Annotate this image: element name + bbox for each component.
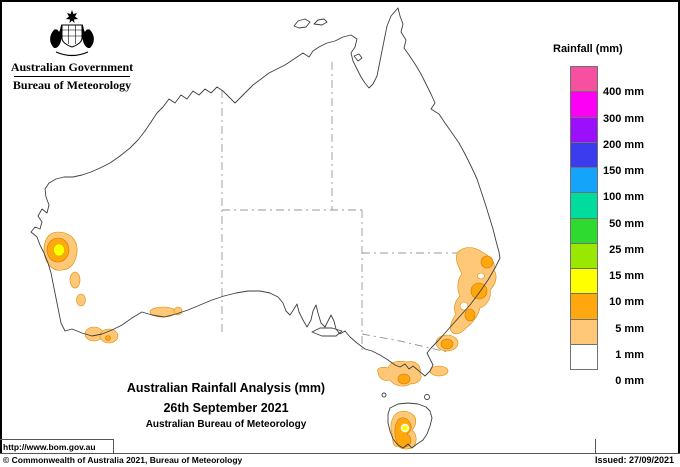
copyright-text: © Commonwealth of Australia 2021, Bureau… <box>3 455 243 465</box>
state-borders <box>221 62 487 353</box>
legend-swatch-1-mm <box>570 318 598 345</box>
rain-hole-nsw-1 <box>459 301 469 311</box>
bottom-right-corner-box <box>595 439 680 453</box>
legend-title: Rainfall (mm) <box>553 43 623 55</box>
header-divider <box>14 76 130 77</box>
legend-swatch-5-mm <box>570 293 598 320</box>
rain-orange-tas <box>394 417 412 448</box>
legend-swatches <box>570 66 598 370</box>
government-label: Australian Government <box>10 60 134 74</box>
legend-swatch-0-mm <box>570 343 598 370</box>
legend-label-100-mm: 100 mm <box>603 191 644 204</box>
map-title-block: Australian Rainfall Analysis (mm) 26th S… <box>98 381 354 431</box>
rain-patch-wa-coast-1 <box>69 271 81 289</box>
rain-10mm-contours <box>53 243 410 433</box>
coastlines <box>30 7 501 449</box>
kangaroo-island <box>311 327 343 337</box>
rain-orange-wa-south <box>105 335 111 341</box>
legend-swatch-300-mm <box>570 91 598 118</box>
legend-swatch-200-mm <box>570 116 598 143</box>
rain-orange-nsw-1 <box>480 255 494 269</box>
coat-of-arms-icon <box>50 10 94 57</box>
bureau-label: Bureau of Meteorology <box>12 78 132 92</box>
map-title-date: 26th September 2021 <box>163 401 289 415</box>
legend-swatch-50-mm <box>570 192 598 219</box>
border-nsw-vic <box>361 333 448 353</box>
tasmania-coastline <box>387 402 433 449</box>
rain-orange-vic <box>397 373 411 385</box>
legend-label-15-mm: 15 mm <box>609 270 644 282</box>
legend-label-0-mm: 0 mm <box>615 375 644 387</box>
bom-url: http://www.bom.gov.au <box>0 439 114 453</box>
legend-swatch-15-mm <box>570 242 598 269</box>
legend-swatch-400-mm <box>570 66 598 93</box>
rain-patch-gippsland <box>429 365 449 377</box>
mainland-fill <box>31 8 500 376</box>
legend-label-5-mm: 5 mm <box>615 322 644 335</box>
rain-0mm-holes <box>459 272 485 311</box>
footer-bar: © Commonwealth of Australia 2021, Bureau… <box>0 453 680 467</box>
rain-hole-nsw-2 <box>477 272 485 280</box>
groote-island <box>353 53 363 62</box>
tiwi-islands <box>293 18 328 29</box>
rain-patch-wa-coast-2 <box>76 293 86 307</box>
rain-orange-nsw-3 <box>464 308 476 322</box>
rain-orange-nsw-south <box>440 338 454 350</box>
legend-label-10-mm: 10 mm <box>609 296 644 309</box>
legend-swatch-25-mm <box>570 217 598 244</box>
legend-swatch-10-mm <box>570 268 598 295</box>
rain-yellow-tas <box>400 423 410 433</box>
issued-date: Issued: 27/09/2021 <box>594 455 674 465</box>
legend-swatch-100-mm <box>570 167 598 194</box>
rain-yellow-geraldton <box>53 243 65 257</box>
king-island <box>381 392 387 398</box>
government-header: Australian Government Bureau of Meteorol… <box>6 6 138 92</box>
map-title-line1: Australian Rainfall Analysis (mm) <box>126 381 326 395</box>
legend-label-1-mm: 1 mm <box>615 348 644 361</box>
map-title-line3: Australian Bureau of Meteorology <box>145 419 307 430</box>
mainland-coastline <box>30 7 501 377</box>
flinders-island <box>424 394 430 400</box>
legend-label-300-mm: 300 mm <box>603 112 644 125</box>
legend-label-25-mm: 25 mm <box>609 243 644 256</box>
australia-rainfall-map <box>30 7 501 450</box>
legend-label-50-mm: 50 mm <box>609 217 644 230</box>
legend-label-200-mm: 200 mm <box>603 138 644 151</box>
legend-label-150-mm: 150 mm <box>603 165 644 177</box>
legend-label-400-mm: 400 mm <box>603 86 644 99</box>
legend-swatch-150-mm <box>570 141 598 168</box>
